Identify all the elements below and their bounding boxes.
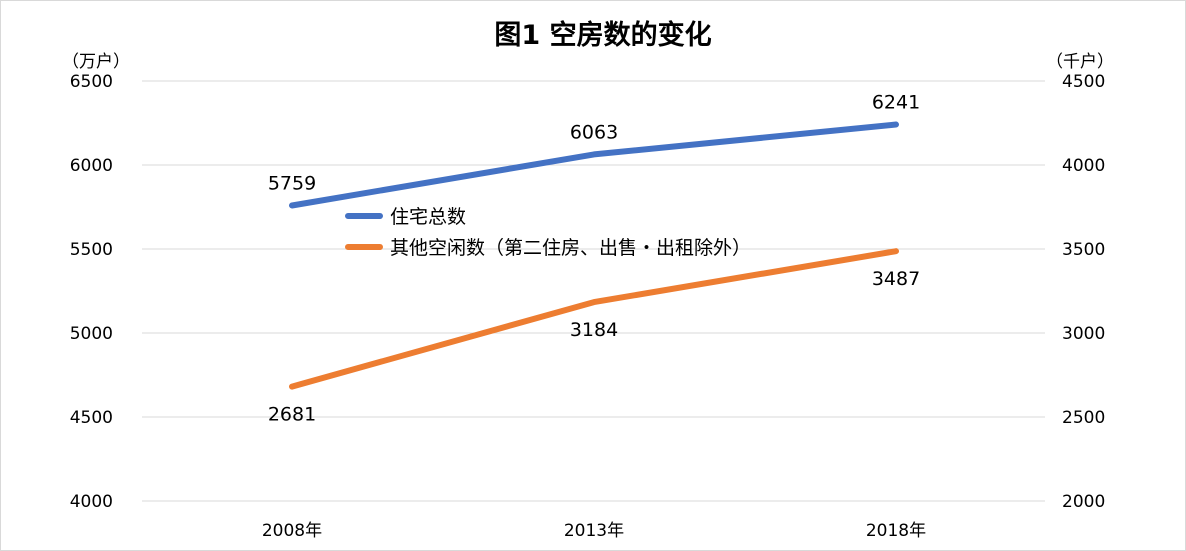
- data-label: 3184: [570, 319, 618, 341]
- data-label: 6241: [872, 92, 920, 114]
- right-tick-label: 3000: [1062, 324, 1105, 344]
- left-tick-label: 6000: [70, 156, 113, 176]
- gridlines: [142, 80, 1045, 502]
- legend-label: 住宅总数: [390, 206, 466, 228]
- legend-label: 其他空闲数（第二住房、出售・出租除外）: [390, 237, 751, 259]
- right-tick-label: 4500: [1062, 72, 1105, 92]
- right-axis-unit: （千户）: [1046, 52, 1114, 72]
- left-tick-label: 5000: [70, 324, 113, 344]
- x-axis-ticks: 2008年 2013年 2018年: [262, 521, 926, 541]
- x-tick-label: 2008年: [262, 521, 322, 541]
- left-axis-unit: （万户）: [62, 52, 130, 72]
- data-label: 2681: [268, 404, 316, 426]
- series-line: [289, 121, 899, 209]
- left-tick-label: 5500: [70, 240, 113, 260]
- data-label: 3487: [872, 268, 920, 290]
- right-tick-label: 2000: [1062, 492, 1105, 512]
- data-label: 6063: [570, 121, 618, 143]
- chart-title: 图1 空房数的变化: [494, 19, 711, 51]
- data-labels: 5759 6063 6241 2681 3184 3487: [268, 92, 920, 426]
- left-axis-ticks: 4000 4500 5000 5500 6000 6500: [70, 72, 113, 512]
- right-tick-label: 3500: [1062, 240, 1105, 260]
- right-axis-ticks: 2000 2500 3000 3500 4000 4500: [1062, 72, 1105, 512]
- left-tick-label: 6500: [70, 72, 113, 92]
- x-tick-label: 2013年: [564, 521, 624, 541]
- series-lines: [289, 121, 899, 390]
- data-label: 5759: [268, 172, 316, 194]
- left-tick-label: 4500: [70, 408, 113, 428]
- right-tick-label: 2500: [1062, 408, 1105, 428]
- right-tick-label: 4000: [1062, 156, 1105, 176]
- series-line: [289, 248, 899, 390]
- left-tick-label: 4000: [70, 492, 113, 512]
- x-tick-label: 2018年: [866, 521, 926, 541]
